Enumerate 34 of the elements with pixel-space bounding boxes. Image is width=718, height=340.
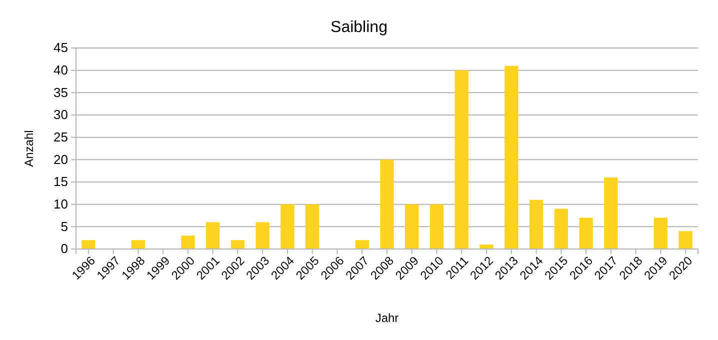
y-tick-label: 10: [54, 196, 68, 212]
bar: [554, 208, 568, 249]
bar: [280, 204, 294, 249]
bar: [206, 222, 220, 249]
chart-title: Saibling: [330, 19, 388, 36]
y-axis-title: Anzahl: [22, 130, 36, 167]
bar: [256, 222, 270, 249]
x-axis-title: Jahr: [375, 311, 399, 325]
y-tick-label: 35: [54, 84, 68, 100]
bar: [604, 178, 618, 249]
bar: [82, 240, 96, 249]
bar: [480, 244, 494, 249]
bar: [380, 160, 394, 249]
y-tick-label: 15: [54, 174, 68, 190]
y-tick-label: 40: [54, 62, 68, 78]
bar: [405, 204, 419, 249]
bar: [230, 240, 245, 249]
bar: [430, 204, 444, 249]
y-tick-label: 30: [54, 107, 68, 122]
y-tick-label: 25: [54, 129, 68, 144]
y-tick-label: 45: [54, 40, 68, 56]
bar: [355, 240, 369, 249]
bar: [306, 204, 320, 249]
bar: [131, 240, 146, 249]
bar: [454, 70, 468, 249]
bar: [181, 236, 195, 249]
bar: [678, 231, 692, 249]
y-tick-label: 5: [60, 218, 68, 234]
y-tick-label: 20: [54, 152, 68, 167]
bar: [504, 66, 518, 249]
bar: [529, 200, 544, 249]
bar: [654, 218, 668, 249]
y-tick-label: 0: [60, 241, 68, 256]
bar: [579, 218, 593, 249]
